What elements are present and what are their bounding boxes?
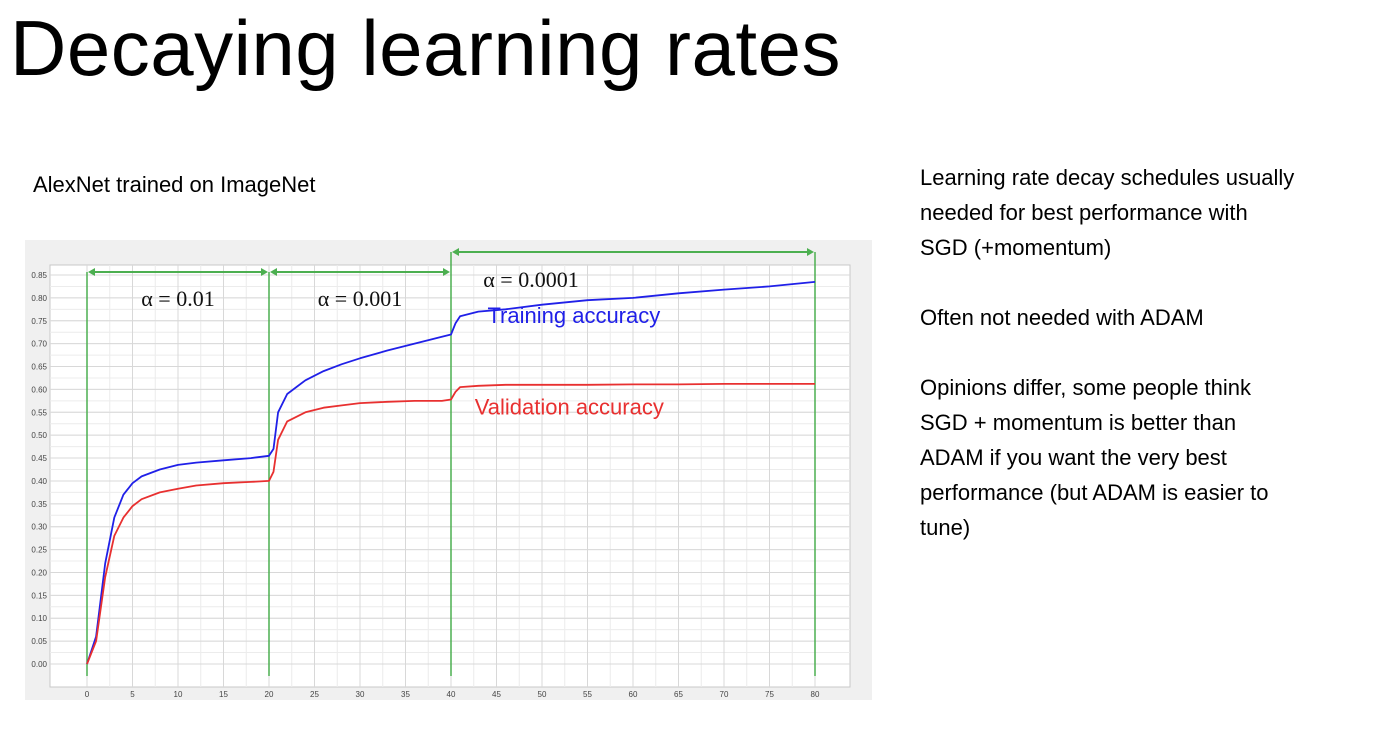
phase-arrowhead [261,268,268,276]
note-line: ADAM if you want the very best [920,445,1227,470]
x-tick-label: 15 [219,690,228,699]
y-tick-label: 0.20 [31,568,47,577]
phase-arrowhead [270,268,277,276]
phase-label: α = 0.0001 [483,267,578,292]
y-tick-label: 0.70 [31,340,47,349]
y-tick-label: 0.40 [31,477,47,486]
y-tick-label: 0.55 [31,408,47,417]
note-line: needed for best performance with [920,200,1248,225]
grid [50,265,850,687]
y-tick-label: 0.00 [31,660,47,669]
phase-label: α = 0.001 [318,286,402,311]
x-tick-label: 60 [629,690,638,699]
note-line: SGD (+momentum) [920,235,1112,260]
x-tick-label: 25 [310,690,319,699]
y-tick-label: 0.30 [31,523,47,532]
x-tick-label: 35 [401,690,410,699]
x-tick-label: 65 [674,690,683,699]
phase-arrowhead [88,268,95,276]
note-line: Opinions differ, some people think [920,375,1252,400]
x-tick-label: 75 [765,690,774,699]
x-tick-label: 45 [492,690,501,699]
phase-annotations: α = 0.01 α = 0.001 α = 0.0001 [86,248,816,676]
notes-panel: Learning rate decay schedules usually ne… [920,160,1375,580]
y-tick-label: 0.25 [31,546,47,555]
accuracy-chart: 0 5 10 15 20 25 30 35 40 45 50 55 60 65 70 75 80 0.00 0.05… [25,240,872,700]
x-tick-label: 20 [265,690,274,699]
x-tick-label: 50 [538,690,547,699]
x-tick-label: 55 [583,690,592,699]
x-tick-label: 0 [85,690,90,699]
series-lines: Training accuracy Validation accuracy [86,281,816,665]
note-line: Learning rate decay schedules usually [920,165,1295,190]
series-line [86,281,816,665]
x-tick-label: 80 [811,690,820,699]
x-tick-label: 30 [356,690,365,699]
y-tick-label: 0.85 [31,271,47,280]
x-tick-label: 40 [447,690,456,699]
note-paragraph: Opinions differ, some people think SGD +… [920,370,1375,545]
tick-labels: 0 5 10 15 20 25 30 35 40 45 50 55 60 65 70 75 80 0.00 0.05… [31,271,820,699]
y-tick-label: 0.45 [31,454,47,463]
note-line: SGD + momentum is better than [920,410,1237,435]
note-line: Often not needed with ADAM [920,305,1204,330]
y-tick-label: 0.10 [31,614,47,623]
plot-area [49,264,851,688]
x-tick-label: 5 [130,690,135,699]
slide-title: Decaying learning rates [10,4,841,92]
phase-arrowhead [443,268,450,276]
phase-arrowhead [452,248,459,256]
x-tick-label: 10 [174,690,183,699]
y-tick-label: 0.80 [31,294,47,303]
y-tick-label: 0.05 [31,637,47,646]
note-paragraph: Often not needed with ADAM [920,300,1375,335]
note-paragraph: Learning rate decay schedules usually ne… [920,160,1375,265]
y-tick-label: 0.35 [31,500,47,509]
y-tick-label: 0.50 [31,431,47,440]
series-line [86,382,815,665]
series-label: Validation accuracy [475,395,664,420]
note-line: performance (but ADAM is easier to [920,480,1269,505]
phase-label: α = 0.01 [141,286,214,311]
chart-panel: 0 5 10 15 20 25 30 35 40 45 50 55 60 65 70 75 80 0.00 0.05… [25,240,872,700]
y-tick-label: 0.60 [31,385,47,394]
y-tick-label: 0.65 [31,363,47,372]
x-tick-label: 70 [720,690,729,699]
chart-caption: AlexNet trained on ImageNet [33,172,316,197]
note-line: tune) [920,515,971,540]
y-tick-label: 0.15 [31,591,47,600]
phase-arrowhead [807,248,814,256]
series-label: Training accuracy [487,303,660,328]
y-tick-label: 0.75 [31,317,47,326]
